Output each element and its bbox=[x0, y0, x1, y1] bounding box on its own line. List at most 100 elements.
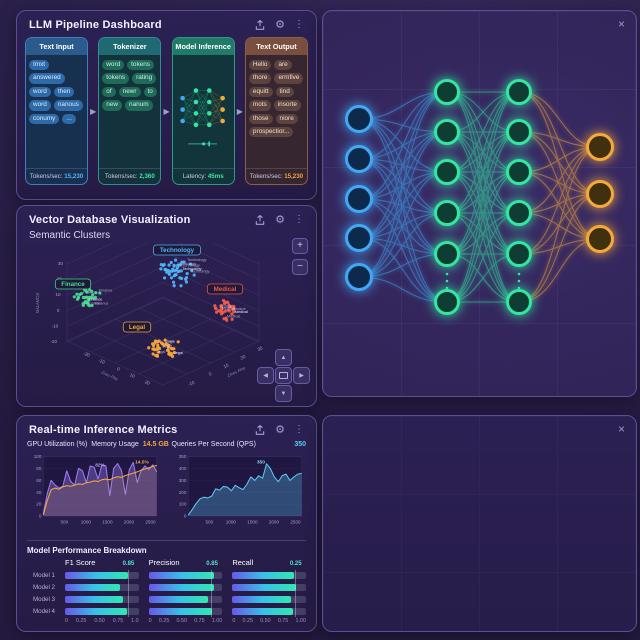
model-label: Model 3 bbox=[32, 596, 55, 603]
svg-text:Technology: Technology bbox=[190, 270, 209, 274]
token-chip: new bbox=[102, 100, 123, 111]
reset-view-button[interactable] bbox=[275, 367, 292, 384]
svg-text:Technology: Technology bbox=[181, 263, 200, 267]
pan-left-button[interactable]: ◀ bbox=[257, 367, 274, 384]
svg-text:Finance: Finance bbox=[89, 298, 103, 302]
bar-fill bbox=[65, 572, 128, 579]
stage-title: Tokenizer bbox=[99, 38, 161, 55]
zoom-in-button[interactable]: + bbox=[292, 238, 308, 254]
gear-icon[interactable]: ⚙ bbox=[275, 18, 285, 31]
svg-text:Technology: Technology bbox=[182, 267, 201, 271]
bar-track bbox=[232, 572, 307, 579]
svg-text:Technology: Technology bbox=[160, 247, 195, 254]
reference-line bbox=[294, 570, 296, 617]
stage-text-input: Text Input Imxt answered word then word nanou… bbox=[25, 37, 89, 185]
gear-icon[interactable]: ⚙ bbox=[275, 213, 285, 226]
svg-text:1500: 1500 bbox=[247, 520, 258, 525]
svg-text:500: 500 bbox=[205, 520, 213, 525]
qps-chart-box: Queries Per Second (QPS) 350 350 400 300 20… bbox=[172, 441, 307, 535]
bar-fill bbox=[65, 596, 124, 603]
stage-title: Text Input bbox=[26, 38, 88, 55]
bar-chart-annotation: 0.85 bbox=[122, 561, 135, 567]
stage-title: Model Inference bbox=[172, 38, 234, 55]
svg-text:40: 40 bbox=[36, 490, 42, 495]
token-chip: tind bbox=[275, 86, 294, 98]
svg-text:1000: 1000 bbox=[81, 520, 92, 525]
svg-text:Medical: Medical bbox=[235, 310, 248, 314]
upload-icon[interactable] bbox=[254, 424, 266, 436]
gpu-utilization-chart: 100 80 60 40 20 0 500 1000 1500 2000 2500 82% 14.5% bbox=[34, 454, 158, 525]
svg-text:Finance: Finance bbox=[86, 301, 100, 305]
bar-chart-title: Precision bbox=[148, 558, 180, 567]
stage-tokenizer: Tokenizer word tokens tokens rating of newr to… bbox=[98, 37, 162, 185]
svg-text:Medical: Medical bbox=[222, 307, 235, 311]
svg-text:300: 300 bbox=[178, 478, 186, 483]
token-chip: tokens bbox=[127, 60, 154, 71]
svg-text:Legal: Legal bbox=[163, 344, 172, 348]
svg-text:2000: 2000 bbox=[268, 520, 279, 525]
bar-fill bbox=[148, 608, 213, 615]
token-chip: word bbox=[29, 100, 51, 111]
svg-text:60: 60 bbox=[36, 478, 42, 483]
svg-text:Finance: Finance bbox=[95, 302, 109, 306]
token-chip: to bbox=[143, 86, 157, 98]
svg-text:0: 0 bbox=[116, 366, 121, 372]
bar-fill bbox=[232, 596, 291, 603]
upload-icon[interactable] bbox=[254, 19, 266, 31]
token-chip: newr bbox=[118, 86, 141, 98]
stage-token-list: Hello are thore ermfive equitt tind mots insort… bbox=[246, 55, 307, 168]
zoom-out-button[interactable]: − bbox=[292, 259, 308, 275]
token-chip: tokens bbox=[102, 73, 130, 84]
pan-down-button[interactable]: ▼ bbox=[275, 385, 292, 402]
gear-icon[interactable]: ⚙ bbox=[275, 423, 285, 436]
bar-fill bbox=[65, 584, 120, 591]
svg-text:82%: 82% bbox=[95, 462, 105, 468]
token-chip: nanum bbox=[125, 100, 153, 111]
token-chip: nanous bbox=[53, 100, 83, 111]
svg-text:30: 30 bbox=[58, 261, 64, 266]
memory-value: 14.5 GB bbox=[142, 441, 169, 448]
svg-text:2500: 2500 bbox=[145, 520, 156, 525]
svg-text:Finance: Finance bbox=[99, 289, 113, 293]
pan-up-button[interactable]: ▲ bbox=[275, 349, 292, 366]
close-icon[interactable]: × bbox=[617, 422, 625, 436]
token-chip: ermfive bbox=[274, 73, 304, 84]
flow-arrow-icon: ▶ bbox=[236, 106, 243, 116]
svg-text:350: 350 bbox=[256, 459, 264, 465]
svg-text:Legal: Legal bbox=[166, 340, 175, 344]
model-labels: Model 1 Model 2 Model 3 Model 4 bbox=[27, 558, 55, 624]
close-icon[interactable]: × bbox=[617, 17, 625, 31]
kebab-menu-icon[interactable]: ⋮ bbox=[294, 19, 304, 30]
bar-chart-annotation: 0.25 bbox=[289, 561, 302, 567]
metrics-title: Real-time Inference Metrics bbox=[29, 424, 178, 436]
bar-fill bbox=[148, 584, 214, 591]
token-chip: equitt bbox=[248, 86, 273, 98]
svg-text:100: 100 bbox=[178, 502, 186, 507]
stage-model-inference: Model Inference Latency: 45ms bbox=[171, 37, 235, 185]
svg-text:1000: 1000 bbox=[225, 520, 236, 525]
stage-stat: Tokens/sec: 15,230 bbox=[245, 168, 308, 184]
bar-track bbox=[148, 584, 223, 591]
svg-text:10: 10 bbox=[129, 372, 136, 379]
mini-network-graphic bbox=[179, 88, 225, 147]
svg-text:Znes Plte: Znes Plte bbox=[100, 369, 120, 382]
svg-text:400: 400 bbox=[178, 466, 186, 471]
gpu-chart-title: GPU Utilization (%) bbox=[27, 441, 88, 448]
vector-db-panel: Vector Database Visualization ⚙ ⋮ Semant… bbox=[16, 205, 317, 407]
svg-text:2500: 2500 bbox=[290, 520, 301, 525]
pan-right-button[interactable]: ▶ bbox=[293, 367, 310, 384]
reset-view-icon bbox=[279, 372, 288, 379]
token-chip: Hello bbox=[248, 60, 272, 71]
kebab-menu-icon[interactable]: ⋮ bbox=[294, 214, 304, 225]
bar-track bbox=[148, 608, 223, 615]
svg-text:0: 0 bbox=[57, 308, 60, 313]
svg-text:Medical: Medical bbox=[214, 286, 237, 293]
stage-stat: Latency: 45ms bbox=[172, 168, 234, 184]
bar-fill bbox=[232, 608, 293, 615]
kebab-menu-icon[interactable]: ⋮ bbox=[294, 424, 304, 435]
bar-fill bbox=[148, 572, 214, 579]
upload-icon[interactable] bbox=[254, 214, 266, 226]
svg-text:Finance: Finance bbox=[61, 281, 85, 288]
